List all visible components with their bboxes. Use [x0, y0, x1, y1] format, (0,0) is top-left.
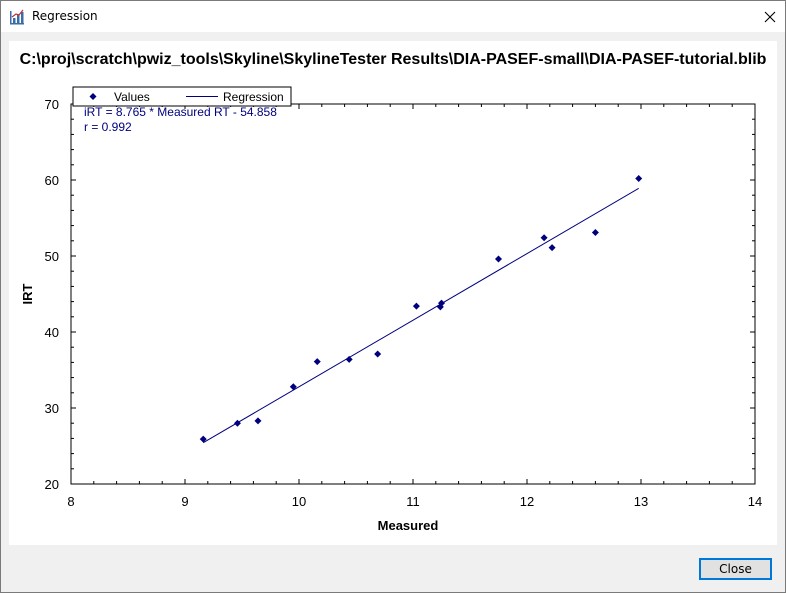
chart-app-icon	[10, 9, 24, 25]
data-point	[412, 302, 420, 310]
data-point	[313, 358, 321, 366]
y-tick-label: 70	[45, 97, 59, 112]
legend-values-marker	[89, 93, 97, 100]
data-point	[233, 419, 241, 427]
x-tick-label: 8	[67, 494, 74, 509]
data-point	[374, 350, 382, 358]
legend-box	[72, 86, 292, 107]
title-bar: Regression	[1, 1, 785, 32]
data-point	[635, 174, 643, 182]
data-point	[199, 435, 207, 443]
y-tick-label: 30	[45, 401, 59, 416]
x-tick-label: 9	[181, 494, 188, 509]
y-tick-label: 40	[45, 325, 59, 340]
y-axis-label: IRT	[20, 283, 35, 304]
data-point	[289, 383, 297, 391]
regression-line	[202, 187, 639, 444]
data-point	[345, 355, 353, 363]
x-tick-label: 14	[748, 494, 762, 509]
graph-panel: C:\proj\scratch\pwiz_tools\Skyline\Skyli…	[9, 41, 777, 545]
legend-values-label: Values	[114, 90, 150, 104]
x-axis-label: Measured	[378, 518, 439, 533]
regression-annotation: r = 0.992	[84, 120, 132, 134]
plot-frame	[70, 103, 756, 485]
x-tick-label: 12	[520, 494, 534, 509]
close-button[interactable]: Close	[699, 558, 772, 580]
data-point	[438, 299, 445, 307]
x-tick-label: 13	[634, 494, 648, 509]
y-tick-label: 50	[45, 249, 59, 264]
close-icon	[764, 11, 776, 22]
x-tick-label: 11	[406, 494, 420, 509]
data-point	[254, 417, 262, 425]
window-title: Regression	[32, 9, 98, 23]
regression-plot: 8 9 10 11 12 13 14 20 30 40 50 60 70 Measured IRT Value…	[20, 86, 762, 533]
data-point	[495, 255, 502, 263]
data-point	[548, 244, 556, 252]
x-tick-label: 10	[292, 494, 306, 509]
data-point	[591, 228, 599, 236]
legend-regression-label: Regression	[223, 90, 284, 104]
y-tick-label: 60	[45, 173, 59, 188]
window-close-button[interactable]	[747, 1, 786, 32]
data-point	[540, 234, 548, 242]
regression-annotation: iRT = 8.765 * Measured RT - 54.858	[84, 105, 277, 119]
y-tick-label: 20	[45, 477, 59, 492]
chart-title: C:\proj\scratch\pwiz_tools\Skyline\Skyli…	[19, 51, 767, 68]
